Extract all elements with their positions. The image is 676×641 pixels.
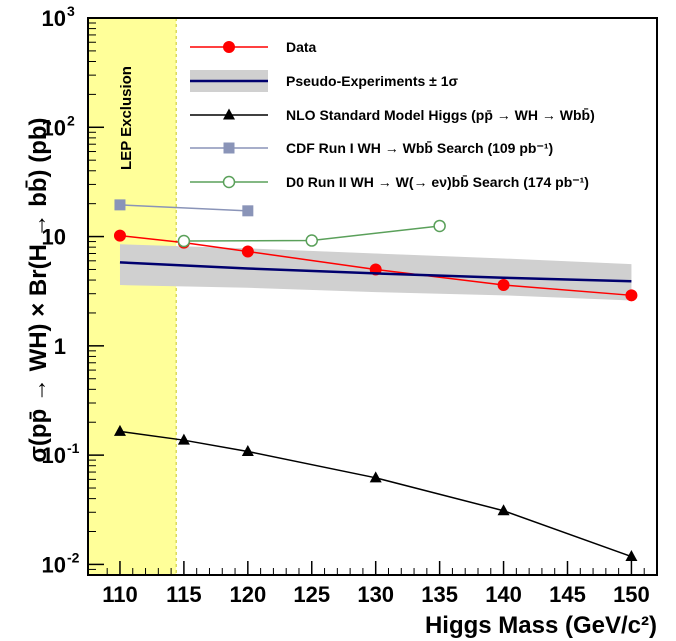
exclusion-band xyxy=(88,18,177,575)
x-tick-label: 125 xyxy=(293,582,330,607)
cdf-run1-line xyxy=(119,204,248,212)
legend-marker xyxy=(223,142,235,154)
series-cdf-run1 xyxy=(114,199,254,217)
pseudo-experiments-median-line xyxy=(119,261,632,283)
series-layer xyxy=(113,199,638,562)
nlo-sm-higgs-point xyxy=(497,504,510,516)
legend-label: NLO Standard Model Higgs (pp̄ → WH → Wbb… xyxy=(286,106,595,123)
d0-run2-point xyxy=(177,234,191,248)
data-point xyxy=(497,279,510,292)
x-axis-title: Higgs Mass (GeV/c²) xyxy=(425,612,657,639)
series-pseudo-experiments-median xyxy=(119,261,632,283)
x-tick-label: 140 xyxy=(485,582,522,607)
legend-entry-pseudo-experiments-median: Pseudo-Experiments ± 1σ xyxy=(190,70,459,92)
y-tick-exponent: 3 xyxy=(67,3,75,19)
exclusion-label: LEP Exclusion xyxy=(118,66,135,170)
legend-label: Pseudo-Experiments ± 1σ xyxy=(286,73,459,89)
y-tick-label: 10 xyxy=(42,115,66,140)
nlo-sm-higgs-point xyxy=(625,550,638,562)
x-tick-label: 115 xyxy=(166,582,202,607)
x-tick-label: 150 xyxy=(613,582,650,607)
plot-frame xyxy=(87,17,658,576)
series-d0-run2 xyxy=(177,219,446,248)
d0-run2-point xyxy=(433,219,446,233)
legend-entry-data: Data xyxy=(190,39,317,55)
nlo-sm-higgs-point xyxy=(177,433,190,445)
x-tick-label: 135 xyxy=(421,582,458,607)
x-tick-label: 110 xyxy=(102,582,138,607)
legend-label: Data xyxy=(286,39,317,55)
y-tick-label: 1 xyxy=(54,334,66,359)
legend-entry-nlo-sm-higgs: NLO Standard Model Higgs (pp̄ → WH → Wbb… xyxy=(190,106,595,123)
legend-label: D0 Run II WH → W(→ eν)bb̄ Search (174 pb… xyxy=(286,173,589,190)
legend-marker xyxy=(222,175,236,189)
data-line xyxy=(119,234,632,297)
y-axis-title: σ(pp̄ → WH) × Br(H → bb̄) (pb) xyxy=(25,117,52,462)
cdf-run1-point xyxy=(242,205,254,217)
series-nlo-sm-higgs xyxy=(113,424,638,562)
y-tick-exponent: 2 xyxy=(67,112,75,128)
legend: Data Pseudo-Experiments ± 1σ NLO Standard … xyxy=(190,39,595,190)
data-point xyxy=(241,245,254,258)
y-tick-exponent: -1 xyxy=(67,440,80,456)
legend-marker xyxy=(223,41,235,53)
data-point xyxy=(625,289,638,302)
legend-entry-cdf-run1: CDF Run I WH → Wbb̄ Search (109 pb⁻¹) xyxy=(190,139,553,156)
d0-run2-point xyxy=(305,234,319,247)
y-tick-label: 10 xyxy=(42,552,66,577)
legend-entry-d0-run2: D0 Run II WH → W(→ eν)bb̄ Search (174 pb… xyxy=(190,173,589,190)
y-tick-label: 10 xyxy=(42,443,66,468)
legend-marker xyxy=(223,108,235,120)
data-point xyxy=(113,229,126,242)
nlo-sm-higgs-point xyxy=(241,444,254,456)
x-tick-label: 130 xyxy=(357,582,394,607)
cdf-run1-point xyxy=(114,199,126,211)
legend-label: CDF Run I WH → Wbb̄ Search (109 pb⁻¹) xyxy=(286,139,553,156)
exclusion-region: LEP Exclusion xyxy=(88,18,177,575)
y-tick-exponent: -2 xyxy=(67,549,80,565)
y-tick-label: 10 xyxy=(42,6,66,31)
x-tick-label: 120 xyxy=(229,582,266,607)
x-tick-label: 145 xyxy=(549,582,586,607)
nlo-sm-higgs-point xyxy=(369,471,382,483)
y-tick-label: 10 xyxy=(42,225,66,250)
nlo-sm-higgs-line xyxy=(119,430,632,558)
nlo-sm-higgs-point xyxy=(113,424,126,436)
